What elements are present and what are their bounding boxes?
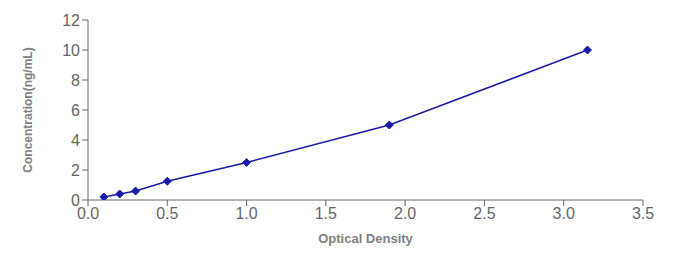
svg-text:Concentration(ng/mL): Concentration(ng/mL) [21,47,35,172]
svg-text:1.5: 1.5 [315,205,337,222]
svg-text:8: 8 [71,72,80,89]
svg-text:12: 12 [62,12,80,29]
svg-text:2.5: 2.5 [473,205,495,222]
svg-text:3.0: 3.0 [553,205,575,222]
svg-text:0.5: 0.5 [156,205,178,222]
svg-text:6: 6 [71,102,80,119]
svg-text:2: 2 [71,162,80,179]
svg-text:Optical Density: Optical Density [318,231,413,246]
svg-text:1.0: 1.0 [235,205,257,222]
svg-text:0.0: 0.0 [77,205,99,222]
svg-text:0: 0 [71,192,80,209]
svg-text:4: 4 [71,132,80,149]
svg-text:10: 10 [62,42,80,59]
svg-text:2.0: 2.0 [394,205,416,222]
svg-text:3.5: 3.5 [632,205,654,222]
